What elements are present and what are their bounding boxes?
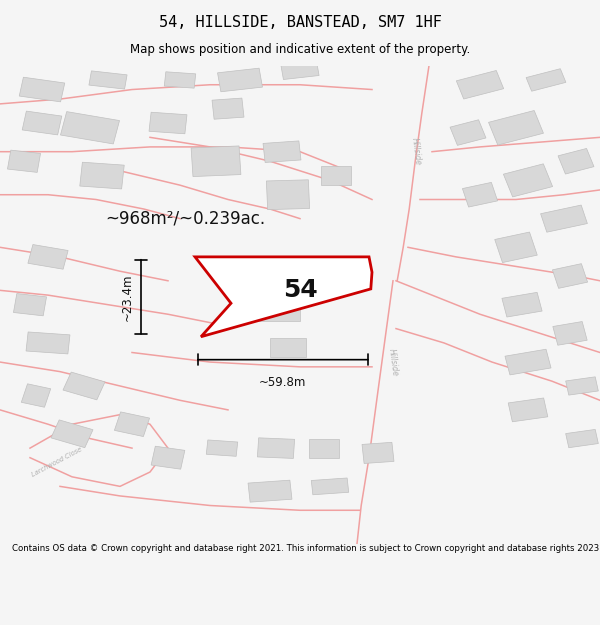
Polygon shape [266,180,310,209]
Polygon shape [505,349,551,375]
Text: Hillside: Hillside [386,348,400,376]
Polygon shape [553,264,587,288]
Polygon shape [115,412,149,436]
Polygon shape [28,244,68,269]
Polygon shape [257,438,295,458]
Polygon shape [309,439,339,458]
Polygon shape [488,111,544,145]
Text: Contains OS data © Crown copyright and database right 2021. This information is : Contains OS data © Crown copyright and d… [12,544,600,552]
Polygon shape [457,71,503,99]
Text: Hillside: Hillside [410,138,423,166]
Polygon shape [51,420,93,447]
Polygon shape [61,112,119,144]
Polygon shape [502,292,542,317]
Polygon shape [13,294,47,316]
Polygon shape [22,384,50,408]
Polygon shape [151,446,185,469]
Text: 54: 54 [283,278,317,302]
Polygon shape [463,182,497,207]
Polygon shape [558,149,594,174]
Text: ~59.8m: ~59.8m [259,376,307,389]
Polygon shape [89,71,127,89]
Polygon shape [164,72,196,88]
Text: ~23.4m: ~23.4m [121,273,134,321]
Polygon shape [495,232,537,262]
Polygon shape [149,112,187,134]
Polygon shape [248,480,292,502]
Polygon shape [566,377,598,395]
Polygon shape [541,205,587,232]
Polygon shape [362,442,394,464]
Text: ~968m²/~0.239ac.: ~968m²/~0.239ac. [105,209,265,227]
Polygon shape [503,164,553,197]
Polygon shape [7,150,41,173]
Polygon shape [80,162,124,189]
Polygon shape [212,98,244,119]
Polygon shape [566,429,598,448]
Polygon shape [218,68,262,92]
Polygon shape [508,398,548,422]
Polygon shape [63,372,105,400]
Text: Map shows position and indicative extent of the property.: Map shows position and indicative extent… [130,43,470,56]
Polygon shape [22,111,62,135]
Polygon shape [26,332,70,354]
Polygon shape [19,78,65,102]
Polygon shape [311,478,349,495]
Polygon shape [263,141,301,162]
Polygon shape [281,61,319,79]
Polygon shape [195,257,372,337]
Polygon shape [191,146,241,177]
Text: 54, HILLSIDE, BANSTEAD, SM7 1HF: 54, HILLSIDE, BANSTEAD, SM7 1HF [158,15,442,30]
Polygon shape [270,338,306,357]
Polygon shape [252,288,300,321]
Polygon shape [553,321,587,345]
Text: Larchwood Close: Larchwood Close [31,447,83,478]
Polygon shape [321,166,351,185]
Polygon shape [526,69,566,91]
Polygon shape [206,440,238,456]
Polygon shape [450,120,486,146]
